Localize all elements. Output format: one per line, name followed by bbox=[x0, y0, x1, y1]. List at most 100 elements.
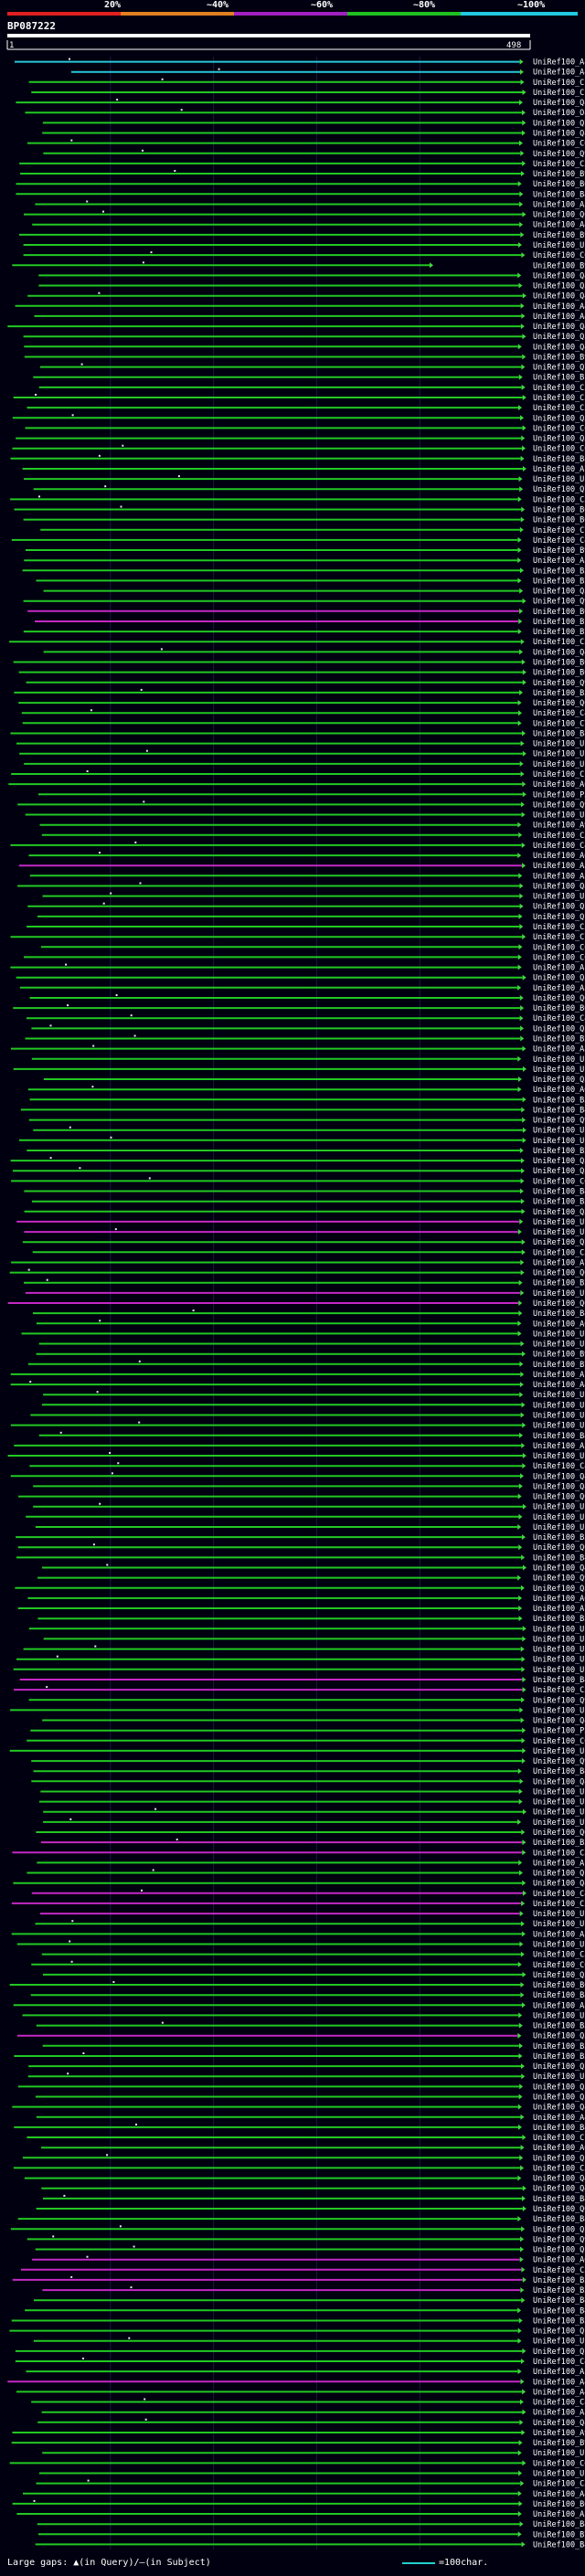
hit-label[interactable]: UniRef100_B3QFP2 bbox=[533, 2042, 585, 2051]
hit-row[interactable]: UniRef100_UP1000... bbox=[22, 2011, 585, 2020]
hit-row[interactable]: UniRef100_C5XCS0 bbox=[19, 160, 585, 169]
hit-label[interactable]: UniRef100_B3EN95 bbox=[533, 1615, 585, 1624]
hit-row[interactable]: UniRef100_UP1000... bbox=[31, 1055, 585, 1065]
hit-label[interactable]: UniRef100_Q72940 bbox=[533, 364, 585, 373]
hit-label[interactable]: UniRef100_A6NGK4 bbox=[533, 1086, 585, 1095]
hit-label[interactable]: UniRef100_A4I0Q1 bbox=[533, 302, 585, 312]
hit-row[interactable]: UniRef100_UP1000... bbox=[16, 1655, 585, 1665]
hit-label[interactable]: UniRef100_Q5ACU0 bbox=[533, 414, 585, 423]
hit-row[interactable]: UniRef100_B9WRD1 bbox=[26, 546, 585, 556]
hit-label[interactable]: UniRef100_Q4PTX3 bbox=[533, 323, 585, 332]
hit-label[interactable]: UniRef100_B4H3D0 bbox=[533, 1991, 585, 2000]
hit-row[interactable]: UniRef100_UP1000... bbox=[33, 1126, 585, 1136]
hit-label[interactable]: UniRef100_C0HDF4 bbox=[533, 445, 585, 454]
hit-row[interactable]: UniRef100_B4SBB3 bbox=[14, 2123, 585, 2133]
hit-label[interactable]: UniRef100_B4FRH5 bbox=[533, 190, 585, 199]
hit-label[interactable]: UniRef100_A5Q9G3 bbox=[533, 984, 585, 993]
hit-label[interactable]: UniRef100_B7RUJ0 bbox=[533, 2530, 585, 2539]
hit-label[interactable]: UniRef100_Q1LF52 bbox=[533, 2348, 585, 2357]
hit-row[interactable]: UniRef100_Q4XTQ4 bbox=[41, 2185, 585, 2194]
hit-label[interactable]: UniRef100_Q4X3H4 bbox=[533, 343, 585, 352]
hit-row[interactable]: UniRef100_Q8ILE9 bbox=[37, 2418, 585, 2428]
hit-row[interactable]: UniRef100_Q2G368 bbox=[28, 2062, 585, 2072]
hit-label[interactable]: UniRef100_A3Y554 bbox=[533, 2409, 585, 2418]
hit-row[interactable]: UniRef100_Q9LHE2 bbox=[43, 149, 585, 159]
hit-row[interactable]: UniRef100_B5JMV6 bbox=[14, 688, 585, 698]
hit-label[interactable]: UniRef100_UP1000... bbox=[533, 1412, 585, 1421]
hit-row[interactable]: UniRef100_C6KTA4 bbox=[31, 1960, 585, 1970]
hit-label[interactable]: UniRef100_B9T5D1 bbox=[533, 2439, 585, 2448]
hit-label[interactable]: UniRef100_Q4QRP3 bbox=[533, 2104, 585, 2113]
hit-label[interactable]: UniRef100_A1C914 bbox=[533, 964, 585, 973]
hit-row[interactable]: UniRef100_UP1000... bbox=[39, 1798, 585, 1807]
hit-row[interactable]: UniRef100_B4QG12 bbox=[38, 1431, 585, 1441]
hit-row[interactable]: UniRef100_B6H944 bbox=[27, 608, 585, 617]
hit-row[interactable]: UniRef100_UP1000... bbox=[28, 1625, 585, 1634]
hit-row[interactable]: UniRef100_B6H5A7 bbox=[13, 1004, 585, 1013]
hit-label[interactable]: UniRef100_B9IBF2 bbox=[533, 170, 585, 179]
hit-label[interactable]: UniRef100_B3RUL6 bbox=[533, 1533, 585, 1542]
hit-row[interactable]: UniRef100_UP1000... bbox=[7, 1452, 585, 1461]
hit-row[interactable]: UniRef100_B4LBD9 bbox=[33, 1309, 585, 1319]
hit-label[interactable]: UniRef100_UP1000... bbox=[533, 1798, 585, 1807]
hit-label[interactable]: UniRef100_A3FEL1 bbox=[533, 557, 585, 566]
hit-label[interactable]: UniRef100_B4RQ27 bbox=[533, 2520, 585, 2529]
hit-row[interactable]: UniRef100_Q07UX6 bbox=[36, 2205, 585, 2214]
hit-row[interactable]: UniRef100_B8MW24 bbox=[10, 730, 585, 739]
hit-row[interactable]: UniRef100_C6U7G3 bbox=[27, 1737, 585, 1746]
hit-label[interactable]: UniRef100_C5KQT2 bbox=[533, 2164, 585, 2173]
hit-label[interactable]: UniRef100_UP1000... bbox=[533, 2470, 585, 2479]
hit-label[interactable]: UniRef100_B5YRK6 bbox=[533, 2286, 585, 2295]
hit-label[interactable]: UniRef100_Q2PIH2 bbox=[533, 903, 585, 912]
hit-label[interactable]: UniRef100_B1NZ70 bbox=[533, 618, 585, 627]
hit-row[interactable]: UniRef100_Q6CVK7 bbox=[18, 699, 585, 708]
hit-row[interactable]: UniRef100_A4E135 bbox=[23, 2490, 585, 2499]
hit-row[interactable]: UniRef100_Q6P8I0 bbox=[7, 1299, 585, 1309]
hit-row[interactable]: UniRef100_B3NGC1 bbox=[11, 2317, 585, 2327]
hit-label[interactable]: UniRef100_Q55A15 bbox=[533, 282, 585, 292]
hit-label[interactable]: UniRef100_Q2PYW7 bbox=[533, 119, 585, 128]
hit-label[interactable]: UniRef100_B9SVQ1 bbox=[533, 261, 585, 270]
hit-label[interactable]: UniRef100_B4QG12 bbox=[533, 1432, 585, 1441]
hit-row[interactable]: UniRef100_UP1000... bbox=[24, 760, 585, 769]
hit-label[interactable]: UniRef100_B6JE33 bbox=[533, 2500, 585, 2509]
hit-label[interactable]: UniRef100_A3MN13 bbox=[533, 2001, 585, 2010]
hit-label[interactable]: UniRef100_Q3MK05 bbox=[533, 974, 585, 983]
hit-row[interactable]: UniRef100_B0CP89 bbox=[23, 516, 585, 525]
hit-row[interactable]: UniRef100_Q4X3H4 bbox=[24, 343, 585, 352]
hit-row[interactable]: UniRef100_B2UMM5 bbox=[36, 577, 585, 586]
hit-label[interactable]: UniRef100_UP1000... bbox=[533, 1289, 585, 1299]
hit-label[interactable]: UniRef100_UP1000... bbox=[533, 1065, 585, 1075]
hit-label[interactable]: UniRef100_Q2G368 bbox=[533, 2062, 585, 2072]
hit-row[interactable]: UniRef100_C3ZHQ4 bbox=[11, 1900, 585, 1909]
hit-row[interactable]: UniRef100_B9T5D1 bbox=[11, 2439, 585, 2448]
hit-row[interactable]: UniRef100_UP1000... bbox=[42, 892, 585, 902]
hit-label[interactable]: UniRef100_Q5ZL37 bbox=[533, 1076, 585, 1085]
hit-row[interactable]: UniRef100_C6EGR3 bbox=[11, 1177, 585, 1186]
hit-row[interactable]: UniRef100_UP1000... bbox=[21, 1330, 585, 1339]
hit-label[interactable]: UniRef100_Q07UX6 bbox=[533, 2205, 585, 2214]
hit-label[interactable]: UniRef100_Q8LAV0 bbox=[533, 99, 585, 108]
hit-row[interactable]: UniRef100_Q6K9N6 bbox=[24, 210, 585, 220]
hit-label[interactable]: UniRef100_B4SBB3 bbox=[533, 2124, 585, 2133]
hit-label[interactable]: UniRef100_Q9Z218 bbox=[533, 679, 585, 688]
hit-label[interactable]: UniRef100_UP1000... bbox=[533, 475, 585, 484]
hit-row[interactable]: UniRef100_UP1000... bbox=[27, 2072, 585, 2082]
hit-row[interactable]: UniRef100_UP1000... bbox=[9, 1747, 585, 1756]
hit-row[interactable]: UniRef100_A2R916 bbox=[14, 1442, 585, 1451]
hit-label[interactable]: UniRef100_B9II13 bbox=[533, 354, 585, 363]
hit-row[interactable]: UniRef100_C6T5Q8 bbox=[23, 251, 585, 260]
hit-row[interactable]: UniRef100_Q8KFE7 bbox=[33, 1482, 585, 1491]
hit-label[interactable]: UniRef100_UP1000... bbox=[533, 1920, 585, 1929]
hit-row[interactable]: UniRef100_UP1000... bbox=[42, 2449, 585, 2458]
hit-row[interactable]: UniRef100_UP1000... bbox=[41, 1401, 585, 1410]
hit-row[interactable]: UniRef100_B6JE33 bbox=[12, 2499, 585, 2509]
hit-label[interactable]: UniRef100_C5XCS0 bbox=[533, 160, 585, 169]
hit-label[interactable]: UniRef100_B6H3D6 bbox=[533, 659, 585, 668]
hit-label[interactable]: UniRef100_C4K5C7 bbox=[533, 2358, 585, 2367]
hit-row[interactable]: UniRef100_Q9YI36 bbox=[31, 1757, 585, 1766]
hit-label[interactable]: UniRef100_Q9P2R7-2 bbox=[533, 1696, 585, 1705]
hit-label[interactable]: UniRef100_B9WRD1 bbox=[533, 546, 585, 556]
hit-row[interactable]: UniRef100_P53598 bbox=[30, 1727, 585, 1736]
hit-row[interactable]: UniRef100_B6AFL2 bbox=[9, 1981, 585, 1990]
